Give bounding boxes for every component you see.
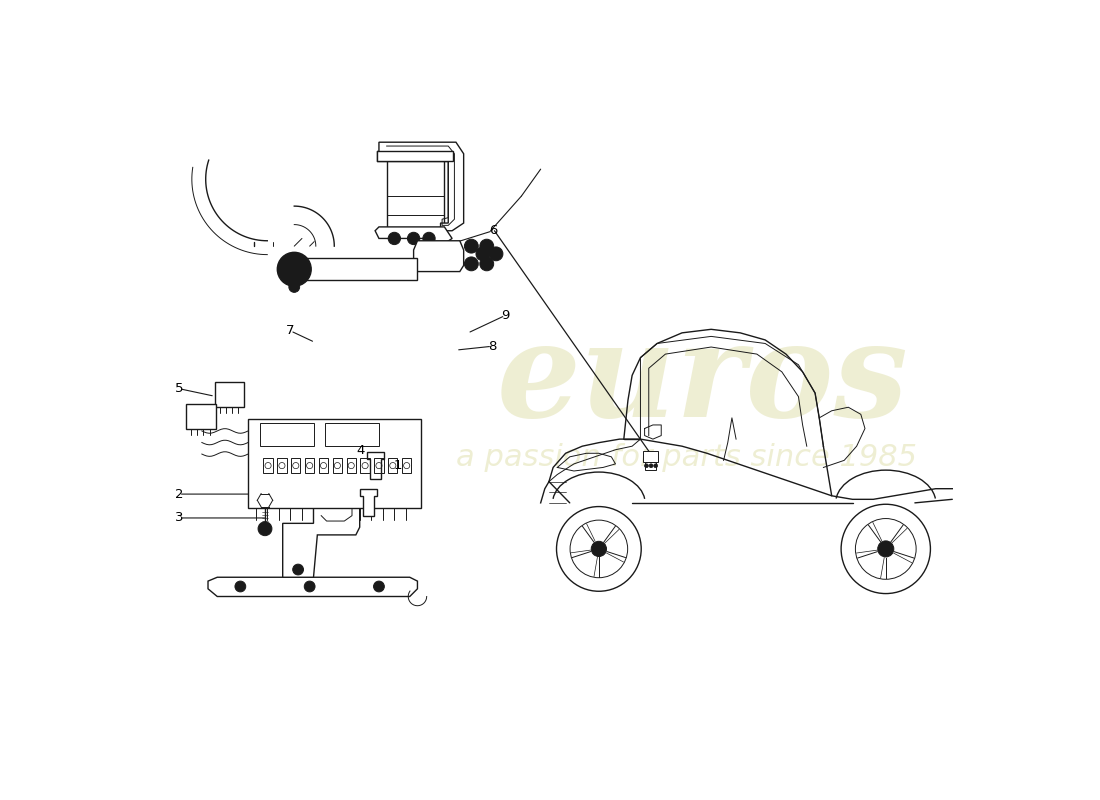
Text: a passion for parts since 1985: a passion for parts since 1985 xyxy=(456,443,917,472)
Polygon shape xyxy=(360,489,376,516)
Polygon shape xyxy=(208,578,418,597)
Bar xyxy=(332,458,342,474)
Text: 9: 9 xyxy=(500,309,509,322)
Bar xyxy=(319,458,328,474)
Circle shape xyxy=(305,581,315,592)
Bar xyxy=(374,458,384,474)
Circle shape xyxy=(464,257,478,270)
Circle shape xyxy=(258,522,272,536)
Bar xyxy=(277,458,286,474)
Bar xyxy=(642,451,658,462)
Bar xyxy=(264,458,273,474)
Bar xyxy=(377,151,453,161)
Bar xyxy=(295,258,418,280)
Polygon shape xyxy=(375,227,452,246)
Bar xyxy=(388,458,397,474)
Circle shape xyxy=(480,257,494,270)
Polygon shape xyxy=(283,456,360,578)
Circle shape xyxy=(235,581,245,592)
Circle shape xyxy=(388,232,400,245)
Text: 4: 4 xyxy=(356,444,365,457)
Circle shape xyxy=(277,252,311,286)
Circle shape xyxy=(420,152,428,160)
Bar xyxy=(249,419,421,508)
Circle shape xyxy=(422,232,436,245)
Bar xyxy=(305,458,315,474)
Text: 8: 8 xyxy=(488,340,496,353)
Bar xyxy=(326,423,378,446)
Text: euros: euros xyxy=(496,317,909,446)
Circle shape xyxy=(878,541,894,557)
Circle shape xyxy=(407,232,420,245)
Bar xyxy=(186,404,216,429)
Circle shape xyxy=(386,152,394,160)
Text: 7: 7 xyxy=(286,324,295,338)
Text: 2: 2 xyxy=(175,487,183,501)
Circle shape xyxy=(464,239,478,253)
Circle shape xyxy=(403,152,410,160)
Text: 3: 3 xyxy=(175,511,183,525)
Circle shape xyxy=(645,464,648,468)
Bar xyxy=(403,458,411,474)
Circle shape xyxy=(289,282,299,292)
Bar xyxy=(214,382,244,407)
Bar xyxy=(645,462,656,470)
Circle shape xyxy=(490,247,503,261)
Bar xyxy=(346,458,356,474)
Polygon shape xyxy=(367,452,384,478)
Polygon shape xyxy=(414,241,464,271)
Text: 6: 6 xyxy=(488,224,497,238)
Circle shape xyxy=(480,239,494,253)
Circle shape xyxy=(293,564,304,575)
Bar xyxy=(292,458,300,474)
Bar xyxy=(361,458,370,474)
Circle shape xyxy=(653,464,658,468)
Circle shape xyxy=(649,464,653,468)
Polygon shape xyxy=(295,206,334,246)
Circle shape xyxy=(591,542,606,557)
Circle shape xyxy=(476,247,490,261)
Polygon shape xyxy=(378,142,464,230)
Text: 5: 5 xyxy=(175,382,183,395)
Bar xyxy=(260,423,313,446)
Text: 1: 1 xyxy=(394,459,403,472)
Circle shape xyxy=(374,581,384,592)
Circle shape xyxy=(437,152,444,160)
